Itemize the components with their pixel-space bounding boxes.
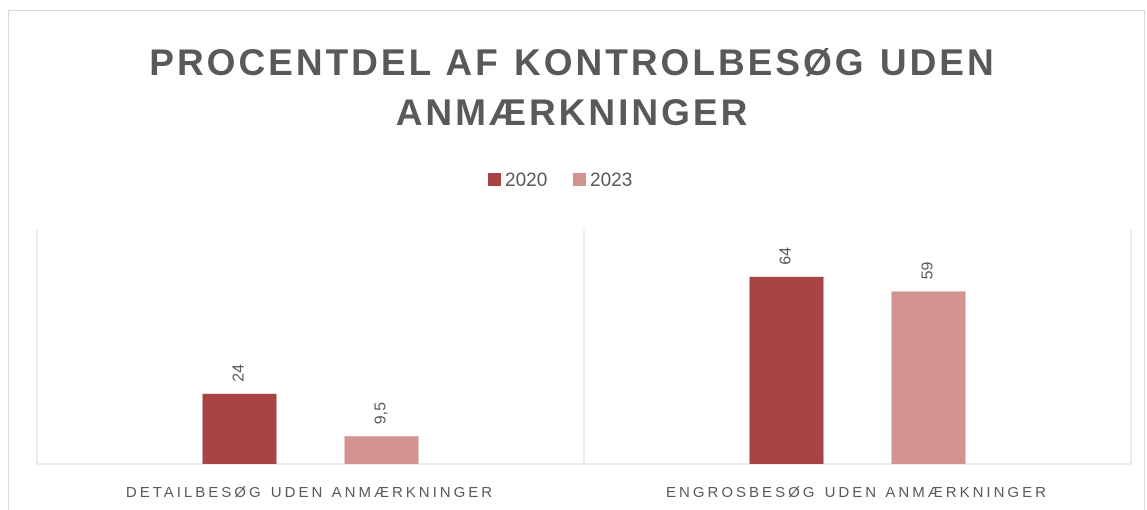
legend-swatch [573,173,586,186]
bar [344,436,419,464]
bar [891,291,966,464]
x-tick-label: DETAILBESØG UDEN ANMÆRKNINGER [126,484,495,501]
legend-swatch [488,173,501,186]
bar [749,276,824,464]
data-label: 24 [231,364,248,382]
legend-label: 2020 [505,170,547,191]
chart-border [8,10,1145,510]
data-label: 64 [778,247,795,265]
bar [202,393,277,464]
data-label: 9,5 [373,402,390,424]
legend-label: 2023 [590,170,632,191]
chart-title: PROCENTDEL AF KONTROLBESØG UDEN ANMÆRKNI… [149,42,997,133]
data-label: 59 [920,262,937,280]
x-tick-label: ENGROSBESØG UDEN ANMÆRKNINGER [666,484,1049,501]
